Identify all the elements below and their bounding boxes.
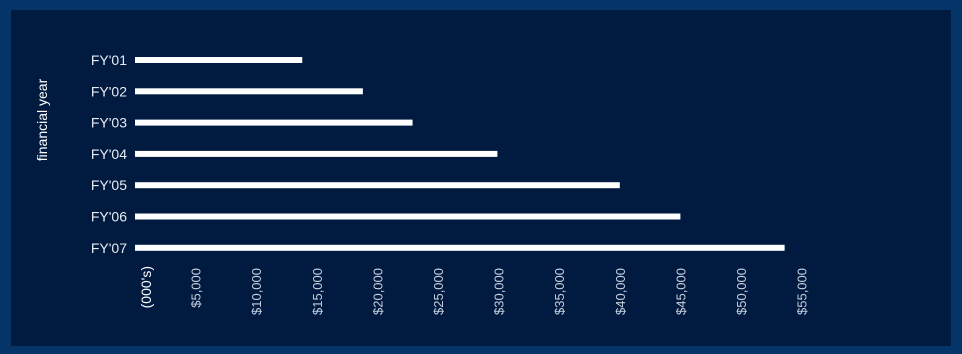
x-tick-label: $30,000 <box>492 268 507 315</box>
bar-fy03 <box>135 119 413 126</box>
bar-fy01 <box>135 57 303 63</box>
y-axis-label: financial year <box>34 78 50 161</box>
y-tick-label: FY'02 <box>91 83 127 99</box>
y-tick-labels: FY'01 FY'02 FY'03 FY'04 FY'05 FY'06 FY'07 <box>91 52 127 256</box>
x-tick-label: $10,000 <box>249 268 264 315</box>
y-tick-label: FY'04 <box>91 146 127 162</box>
y-tick-label: FY'01 <box>91 52 127 68</box>
bar-chart: financial year (000's) FY'01FY'02FY'03FY… <box>34 52 810 315</box>
bars-group <box>135 57 785 251</box>
y-tick-label: FY'07 <box>91 240 127 256</box>
x-tick-label: $35,000 <box>552 268 567 315</box>
x-tick-labels: $5,000 $10,000 $15,000 $20,000 $25,000 $30,00… <box>189 268 810 315</box>
y-tick-label: FY'03 <box>91 115 127 131</box>
bar-fy05 <box>135 182 620 189</box>
bar-fy07 <box>135 244 785 251</box>
x-tick-label: $20,000 <box>370 268 385 315</box>
chart-panel: financial year (000's) FY'01 FY'02 FY'03 FY… <box>11 10 951 346</box>
x-tick-label: $45,000 <box>673 268 688 315</box>
bar-fy02 <box>135 88 363 95</box>
x-tick-label: $5,000 <box>189 268 204 308</box>
bar-fy06 <box>135 213 681 220</box>
x-axis-unit-label: (000's) <box>138 266 154 308</box>
x-tick-label: $55,000 <box>795 268 810 315</box>
y-tick-label: FY'06 <box>91 209 127 225</box>
x-tick-label: $40,000 <box>613 268 628 315</box>
bar-fy04 <box>135 150 498 157</box>
x-tick-label: $25,000 <box>431 268 446 315</box>
x-tick-label: $15,000 <box>310 268 325 315</box>
x-tick-label: $50,000 <box>734 268 749 315</box>
y-tick-label: FY'05 <box>91 177 127 193</box>
